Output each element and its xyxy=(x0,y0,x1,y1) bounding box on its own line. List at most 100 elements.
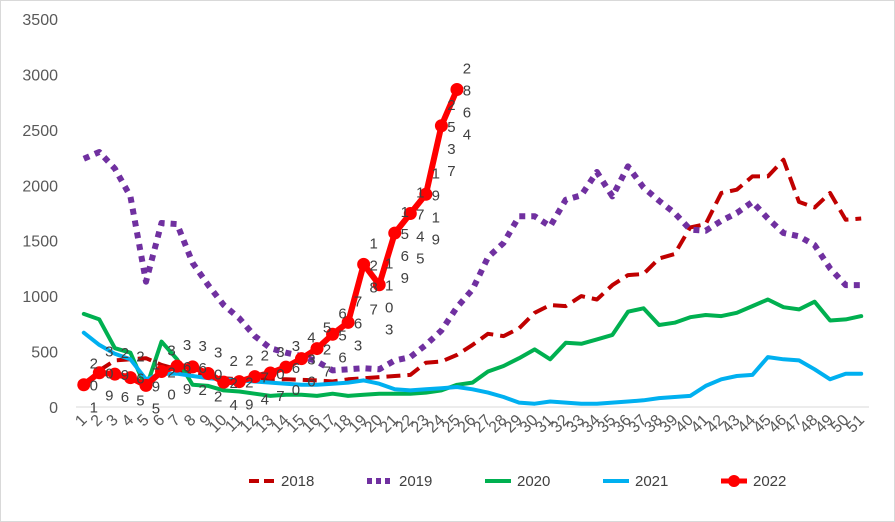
data-label-digit: 6 xyxy=(354,315,362,332)
data-label-digit: 2 xyxy=(214,389,222,406)
x-tick-label: 5 xyxy=(134,412,152,430)
data-label-digit: 3 xyxy=(447,141,455,158)
data-label-digit: 7 xyxy=(369,301,377,318)
data-label-digit: 9 xyxy=(401,270,409,287)
series-line-2020 xyxy=(81,297,864,398)
point-2022 xyxy=(434,119,448,133)
data-label-digit: 3 xyxy=(183,337,191,354)
legend-label: 2019 xyxy=(399,473,432,490)
data-label-digit: 9 xyxy=(183,381,191,398)
data-label-digit: 0 xyxy=(385,300,393,317)
data-label-digit: 3 xyxy=(307,352,315,369)
point-2022 xyxy=(232,375,246,389)
y-tick-label: 2000 xyxy=(22,178,58,195)
data-label-2022: 3 0 7 xyxy=(276,344,284,405)
data-label-digit: 2 xyxy=(323,342,331,359)
data-label-digit: 1 xyxy=(385,256,393,273)
legend: 2018 2019 2020 2021 2022 xyxy=(249,473,786,490)
data-label-digit: 2 xyxy=(447,97,455,114)
legend-label: 2022 xyxy=(753,473,786,490)
data-label-digit: 5 xyxy=(152,400,160,417)
data-label-digit: 2 xyxy=(121,345,129,362)
data-label-digit: 2 xyxy=(136,349,144,366)
data-label-2022: 1 1 0 3 xyxy=(385,256,393,339)
data-label-2022: 3 0 2 xyxy=(214,345,222,406)
data-label-digit: 7 xyxy=(416,207,424,224)
data-label-digit: 3 xyxy=(167,343,175,360)
data-label-digit: 4 xyxy=(230,397,238,414)
data-label-2022: 1 9 5 xyxy=(152,356,160,417)
data-label-digit: 1 xyxy=(432,165,440,182)
data-label-digit: 6 xyxy=(338,305,346,322)
data-label-digit: 2 xyxy=(245,353,253,370)
data-label-digit: 1 xyxy=(432,209,440,226)
point-2022 xyxy=(341,315,355,329)
data-label-digit: 7 xyxy=(276,388,284,405)
series-line-2018 xyxy=(82,157,862,387)
data-label-digit: 2 xyxy=(463,61,471,78)
data-label-2022: 2 8 6 4 xyxy=(463,61,471,144)
y-tick-label: 1500 xyxy=(22,234,58,251)
data-label-digit: 6 xyxy=(307,374,315,391)
data-label-digit: 6 xyxy=(338,349,346,366)
data-label-digit: 9 xyxy=(105,388,113,405)
point-2022 xyxy=(186,360,200,374)
point-2022 xyxy=(326,327,340,341)
data-label-digit: 1 xyxy=(152,356,160,373)
data-label-digit: 2 xyxy=(369,257,377,274)
data-label-digit: 5 xyxy=(416,251,424,268)
data-label-2022: 3 6 0 xyxy=(292,338,300,399)
point-2022 xyxy=(310,342,324,356)
data-label-digit: 1 xyxy=(369,235,377,252)
point-2022 xyxy=(263,366,277,380)
legend-item-2022: 2022 xyxy=(721,473,786,490)
point-2022 xyxy=(92,366,106,380)
data-label-digit: 4 xyxy=(261,392,269,409)
point-2022 xyxy=(201,367,215,381)
data-label-digit: 2 xyxy=(230,375,238,392)
data-label-digit: 0 xyxy=(105,366,113,383)
point-2022 xyxy=(217,375,231,389)
data-label-digit: 2 xyxy=(261,348,269,365)
point-2022 xyxy=(388,226,402,240)
data-label-digit: 6 xyxy=(463,105,471,122)
data-label-2022: 3 6 9 xyxy=(183,337,191,398)
data-label-digit: 3 xyxy=(354,337,362,354)
data-label-digit: 0 xyxy=(292,382,300,399)
data-label-digit: 2 xyxy=(90,356,98,373)
legend-marker-2022 xyxy=(728,475,740,487)
data-label-digit: 3 xyxy=(385,322,393,339)
x-axis: 1234567891011121314151617181920212223242… xyxy=(72,406,869,437)
data-label-digit: 6 xyxy=(121,389,129,406)
data-label-digit: 5 xyxy=(136,393,144,410)
data-label-digit: 8 xyxy=(463,83,471,100)
y-tick-label: 1000 xyxy=(22,289,58,306)
series-layer xyxy=(77,83,864,406)
data-label-digit: 3 xyxy=(276,344,284,361)
point-2022 xyxy=(372,278,386,292)
point-2022 xyxy=(170,359,184,373)
y-axis: 0 500 1000 1500 2000 2500 3000 3500 xyxy=(22,12,58,417)
x-tick-label: 7 xyxy=(166,412,184,430)
data-label-2022: 3 2 0 xyxy=(167,343,175,404)
data-label-2022: 2 2 4 xyxy=(230,353,238,414)
x-tick-label: 51 xyxy=(843,412,868,437)
legend-item-2018: 2018 xyxy=(249,473,314,490)
data-labels: 2013092962651953203693623022242292743073… xyxy=(90,61,472,418)
data-label-2022: 2 6 5 xyxy=(136,349,144,410)
data-label-digit: 7 xyxy=(261,370,269,387)
data-label-2022: 2 9 6 xyxy=(121,345,129,406)
point-2022 xyxy=(279,360,293,374)
data-label-digit: 9 xyxy=(432,187,440,204)
data-label-digit: 2 xyxy=(245,375,253,392)
data-label-2022: 7 6 3 xyxy=(354,293,362,354)
data-label-digit: 2 xyxy=(167,365,175,382)
data-label-digit: 5 xyxy=(323,320,331,337)
data-label-digit: 5 xyxy=(401,226,409,243)
data-label-digit: 0 xyxy=(214,367,222,384)
y-tick-label: 0 xyxy=(49,400,58,417)
data-label-digit: 0 xyxy=(90,378,98,395)
